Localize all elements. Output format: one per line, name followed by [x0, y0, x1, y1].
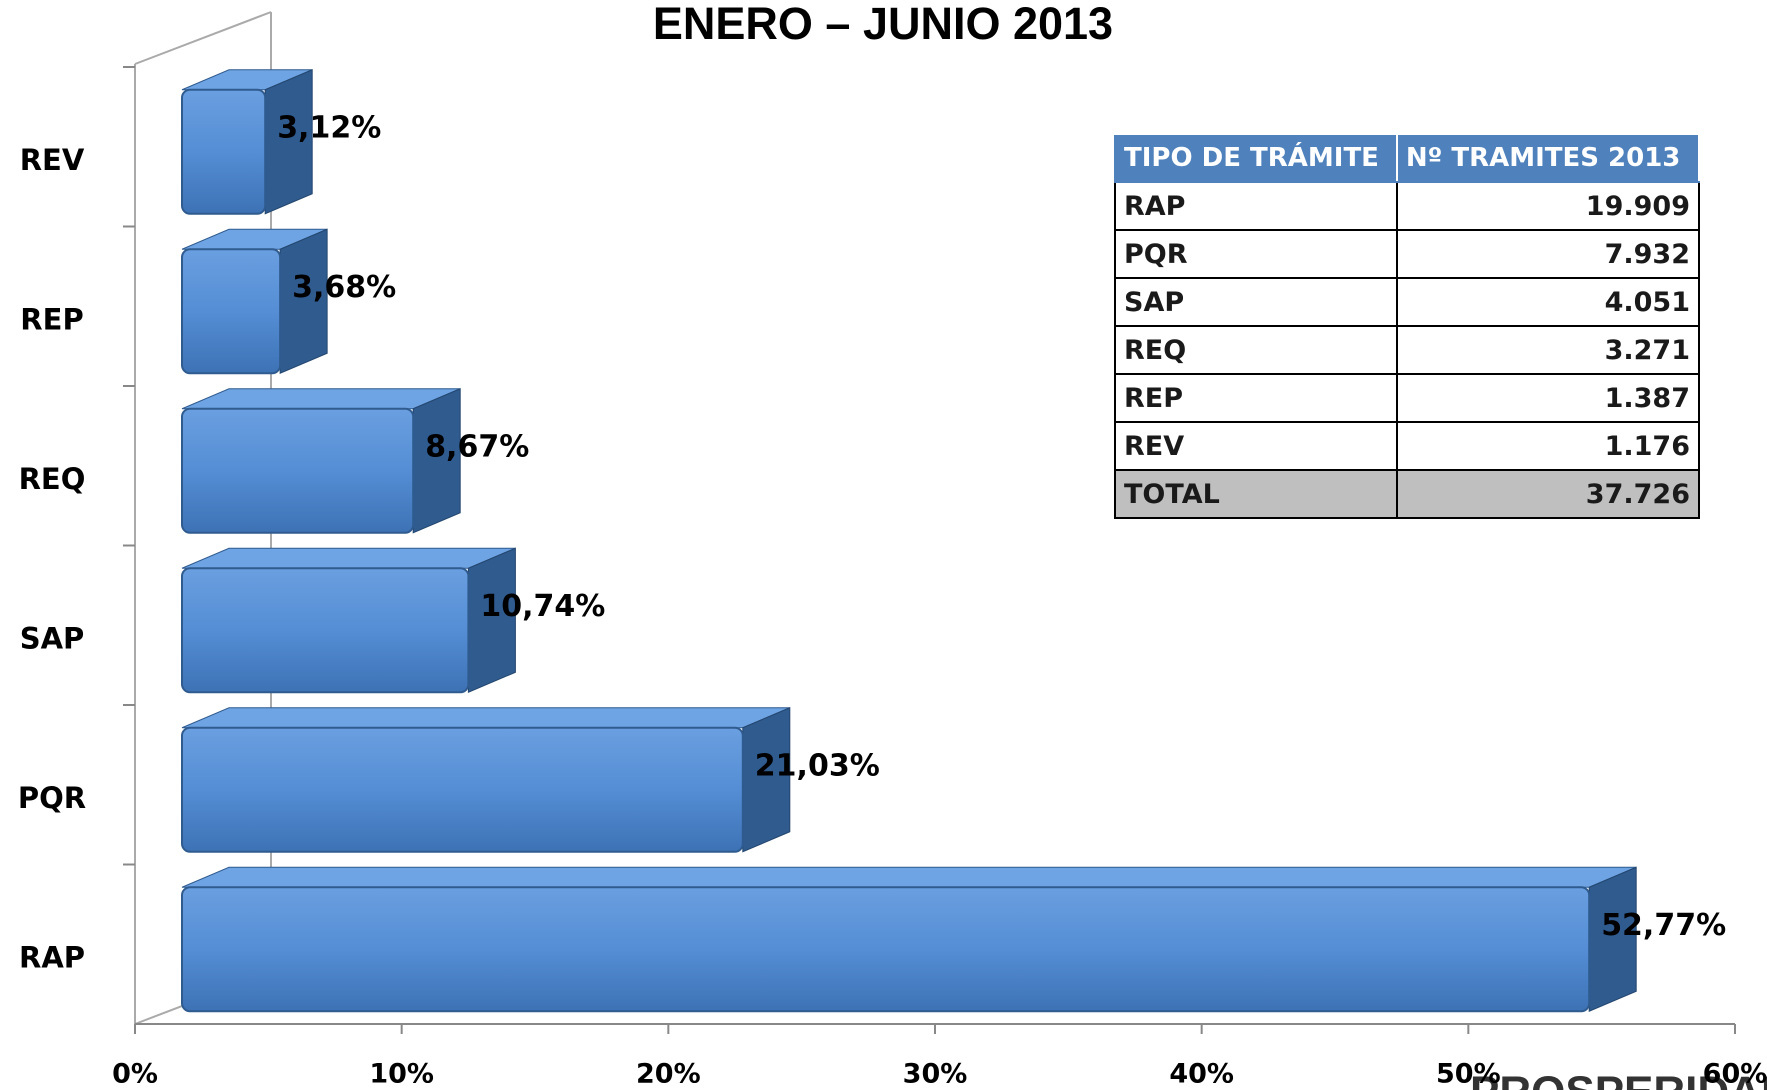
y-tick-label: REQ: [19, 462, 86, 496]
table-row: SAP 4.051: [1114, 277, 1701, 327]
table-cell: RAP: [1114, 181, 1398, 231]
table-cell: PQR: [1114, 229, 1398, 279]
table-cell: 4.051: [1395, 277, 1701, 327]
bar: [181, 886, 1591, 1013]
y-tick-label: REV: [20, 143, 85, 177]
table-row: TIPO DE TRÁMITE Nº TRAMITES 2013: [1114, 133, 1701, 183]
x-tick-label: 0%: [112, 1059, 158, 1090]
table-row: REV 1.176: [1114, 421, 1701, 471]
table-row: REP 1.387: [1114, 373, 1701, 423]
bar: [181, 407, 415, 534]
y-tick-label: RAP: [19, 940, 85, 974]
table-cell: TIPO DE TRÁMITE: [1114, 133, 1398, 183]
table-row: REQ 3.271: [1114, 325, 1701, 375]
data-table: TIPO DE TRÁMITE Nº TRAMITES 2013 RAP 19.909…: [1114, 133, 1701, 519]
table-cell: SAP: [1114, 277, 1398, 327]
value-label: 21,03%: [755, 748, 880, 783]
value-label: 3,12%: [277, 110, 381, 145]
x-tick-label: 50%: [1436, 1059, 1501, 1090]
y-tick-label: PQR: [18, 781, 86, 815]
x-tick-label: 20%: [636, 1059, 701, 1090]
table-cell: REV: [1114, 421, 1398, 471]
table-row: PQR 7.932: [1114, 229, 1701, 279]
x-tick-label: 30%: [903, 1059, 968, 1090]
value-label: 52,77%: [1601, 908, 1726, 943]
table-cell: REP: [1114, 373, 1398, 423]
y-tick-label: REP: [20, 302, 83, 336]
bar-top: [181, 866, 1637, 888]
bar-top: [181, 707, 790, 729]
table-row: TOTAL 37.726: [1114, 469, 1701, 519]
bar: [181, 726, 744, 853]
table-cell: REQ: [1114, 325, 1398, 375]
value-label: 3,68%: [292, 270, 396, 305]
bar: [181, 248, 282, 375]
table-cell: 1.176: [1395, 421, 1701, 471]
bar: [181, 567, 470, 694]
table-cell: 37.726: [1395, 469, 1701, 519]
x-tick-label: 60%: [1703, 1059, 1767, 1090]
table-cell: 7.932: [1395, 229, 1701, 279]
chart-title: ENERO – JUNIO 2013: [653, 0, 1113, 49]
table-cell: 3.271: [1395, 325, 1701, 375]
table-cell: Nº TRAMITES 2013: [1395, 133, 1701, 183]
table-cell: 19.909: [1395, 181, 1701, 231]
logo: PROSPERIDAD: [1470, 1068, 1767, 1090]
value-label: 8,67%: [425, 429, 529, 464]
table-cell: TOTAL: [1114, 469, 1398, 519]
bar-top: [181, 547, 516, 569]
y-tick-label: SAP: [20, 621, 85, 655]
x-tick-label: 40%: [1169, 1059, 1234, 1090]
value-label: 10,74%: [480, 589, 605, 624]
table-row: RAP 19.909: [1114, 181, 1701, 231]
bar: [181, 88, 267, 215]
x-tick-label: 10%: [369, 1059, 434, 1090]
table-cell: 1.387: [1395, 373, 1701, 423]
bar-top: [181, 388, 461, 410]
